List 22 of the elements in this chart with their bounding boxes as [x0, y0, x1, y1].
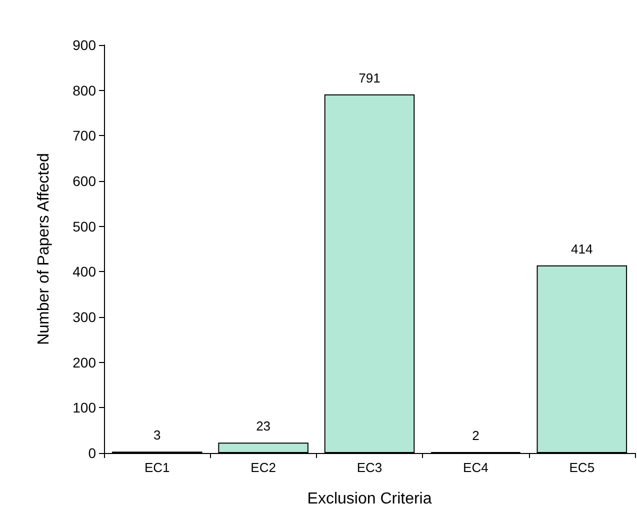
data-label: 2: [472, 428, 480, 444]
y-tick-label: 500: [72, 218, 96, 234]
x-tick-label: EC1: [144, 460, 170, 475]
x-tick-label: EC2: [250, 460, 276, 475]
data-label: 23: [256, 418, 271, 434]
y-tick-label: 0: [88, 445, 96, 461]
y-tick-label: 300: [72, 309, 96, 325]
data-label: 791: [358, 70, 380, 86]
x-tick-label: EC4: [463, 460, 488, 475]
y-tick-label: 900: [72, 37, 96, 53]
x-tick-label: EC5: [569, 460, 595, 475]
y-tick-label: 600: [72, 173, 96, 189]
data-label: 3: [153, 428, 161, 443]
x-axis-title: Exclusion Criteria: [307, 490, 432, 508]
x-tick-label: EC3: [356, 460, 382, 475]
data-label: 414: [571, 241, 593, 256]
y-tick-label: 100: [72, 400, 96, 416]
y-axis-title: Number of Papers Affected: [36, 153, 52, 345]
y-tick-label: 200: [72, 354, 96, 370]
y-tick-label: 800: [72, 82, 96, 98]
y-tick-label: 400: [72, 264, 96, 280]
y-tick-label: 700: [72, 128, 96, 144]
